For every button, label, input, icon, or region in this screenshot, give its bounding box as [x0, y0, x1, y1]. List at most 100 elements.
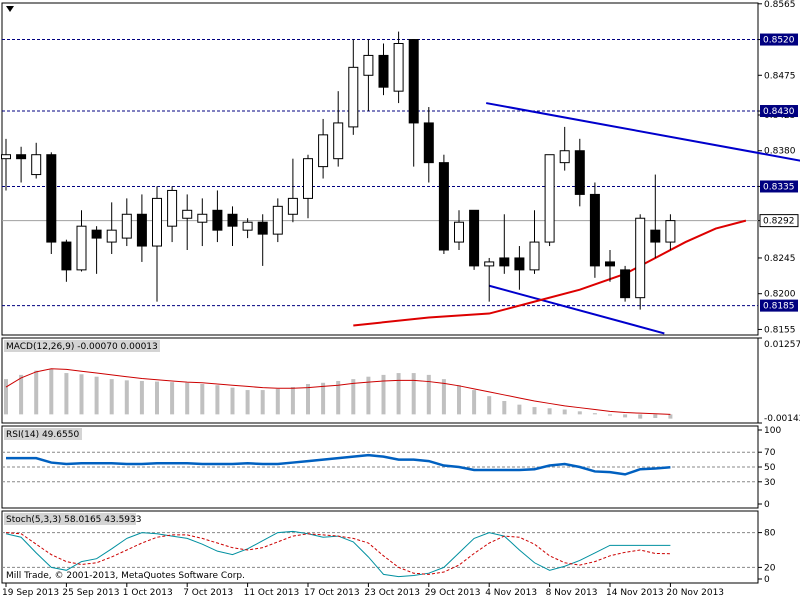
- price-panel: 0.8155 0.8200 0.8245 0.8292 0.8335 0.8380 0.84…: [1, 0, 800, 336]
- candle-body: [438, 162, 449, 251]
- candle-body: [363, 54, 374, 76]
- date-label: 1 Oct 2013: [123, 588, 173, 598]
- price-frame: [1, 2, 759, 336]
- date-label: 4 Nov 2013: [485, 588, 537, 598]
- candle-body: [31, 154, 42, 176]
- date-label: 29 Oct 2013: [425, 588, 481, 598]
- trendline: [485, 102, 800, 162]
- macd-histogram-bar: [245, 390, 250, 415]
- candle-body: [46, 154, 57, 243]
- price-tick-label: 0.8380: [764, 147, 796, 157]
- macd-histogram-bar: [396, 373, 401, 415]
- rsi-tick-label: 0: [764, 500, 770, 510]
- candle-body: [499, 257, 510, 267]
- date-label: 11 Oct 2013: [244, 588, 300, 598]
- macd-histogram-bar: [502, 401, 507, 415]
- macd-tick-label: 0.01257: [764, 340, 800, 350]
- macd-histogram-bar: [49, 369, 54, 415]
- candle-body: [303, 158, 313, 199]
- macd-histogram-bar: [411, 373, 416, 415]
- candle-body: [635, 217, 646, 299]
- macd-histogram-bar: [381, 374, 386, 415]
- rsi-tick-label: 100: [764, 426, 781, 436]
- stoch-tick-label: 80: [764, 529, 776, 539]
- macd-label-box: [4, 340, 160, 352]
- candle-body: [318, 134, 329, 168]
- level-label-box: [760, 33, 798, 46]
- stoch-tick-label: 0: [764, 575, 770, 585]
- macd-histogram-bar: [351, 379, 356, 415]
- macd-histogram-bar: [426, 374, 431, 415]
- macd-histogram-bar: [562, 409, 567, 415]
- rsi-panel: 100 70 50 30 0 RSI(14) 49.6550: [1, 425, 781, 510]
- rsi-tick-label: 70: [764, 448, 776, 458]
- date-label: 19 Sep 2013: [2, 588, 59, 598]
- candle-body: [544, 154, 555, 243]
- candle-body: [333, 122, 344, 160]
- date-label: 23 Oct 2013: [364, 588, 420, 598]
- current-price-label: 0.8292: [763, 217, 795, 227]
- scroll-marker-icon: [6, 6, 14, 12]
- level-label: 0.8185: [763, 302, 795, 312]
- macd-histogram-bar: [64, 373, 69, 415]
- stoch-panel: 80 20 0 Stoch(5,3,3) 58.0165 43.5933: [1, 510, 776, 585]
- level-label-box: [760, 180, 798, 193]
- candle-body: [393, 43, 404, 92]
- level-label: 0.8430: [763, 107, 795, 117]
- macd-histogram-bar: [200, 383, 205, 415]
- stoch-label-box: [4, 513, 136, 525]
- rsi-label-box: [4, 428, 82, 440]
- candle-body: [16, 154, 27, 160]
- candle-body: [61, 241, 72, 271]
- candle-body: [469, 209, 480, 267]
- macd-histogram-bar: [441, 379, 446, 415]
- macd-histogram-bar: [577, 411, 582, 415]
- candle-body: [665, 220, 676, 243]
- candle-body: [272, 205, 283, 235]
- candle-body: [529, 241, 540, 271]
- rsi-tick-label: 50: [764, 463, 776, 473]
- rsi-label: RSI(14) 49.6550: [6, 430, 79, 440]
- macd-histogram-bar: [472, 390, 477, 415]
- price-tick-label: 0.8155: [764, 325, 796, 335]
- candle-body: [182, 209, 193, 219]
- macd-histogram-bar: [170, 382, 175, 415]
- candle-body: [423, 122, 434, 164]
- macd-label: MACD(12,26,9) -0.00070 0.00013: [6, 342, 158, 352]
- macd-histogram-bar: [547, 408, 552, 415]
- candle-body: [152, 197, 162, 247]
- trendline: [488, 284, 665, 335]
- macd-histogram-bar: [215, 385, 220, 415]
- stoch-frame: [1, 510, 759, 584]
- candle-body: [378, 54, 389, 88]
- macd-histogram-bar: [260, 390, 265, 415]
- candle-body: [348, 66, 359, 128]
- macd-histogram-bar: [668, 414, 673, 419]
- candle-body: [242, 221, 253, 231]
- macd-histogram-bar: [230, 387, 235, 415]
- candle-body: [454, 221, 464, 243]
- candle-body: [1, 154, 11, 160]
- stoch-signal-line: [5, 532, 671, 575]
- date-axis: 19 Sep 2013 25 Sep 2013 1 Oct 2013 7 Oct 20…: [2, 583, 724, 598]
- copyright-text: Mill Trade, © 2001-2013, MetaQuotes Soft…: [6, 571, 245, 581]
- macd-histogram-bar: [608, 414, 612, 416]
- level-label-box: [760, 299, 798, 312]
- candle-body: [408, 39, 419, 124]
- macd-histogram-bar: [34, 370, 39, 415]
- date-label: 8 Nov 2013: [546, 588, 598, 598]
- candle-body: [287, 197, 298, 215]
- macd-histogram-bar: [185, 382, 190, 415]
- macd-histogram-bar: [336, 380, 341, 415]
- date-label: 14 Nov 2013: [606, 588, 664, 598]
- macd-histogram-bar: [19, 374, 24, 415]
- price-tick-label: 0.8200: [764, 290, 796, 300]
- candle-body: [257, 221, 268, 235]
- rsi-line: [6, 453, 671, 476]
- macd-histogram-bar: [109, 379, 114, 415]
- macd-histogram-bar: [321, 382, 326, 415]
- macd-histogram-bar: [487, 396, 492, 415]
- level-label: 0.8520: [763, 36, 795, 46]
- candle-body: [227, 213, 238, 227]
